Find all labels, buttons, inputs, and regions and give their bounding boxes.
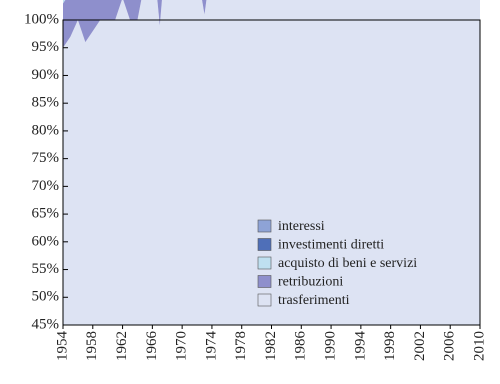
y-tick-label: 45% — [32, 316, 60, 332]
x-tick-label: 1998 — [382, 331, 398, 361]
y-tick-label: 100% — [24, 11, 59, 27]
x-tick-label: 1990 — [323, 331, 339, 361]
y-tick-label: 75% — [32, 150, 60, 166]
y-tick-label: 80% — [32, 122, 60, 138]
x-tick-label: 1982 — [263, 331, 279, 361]
x-tick-label: 1974 — [203, 331, 219, 362]
x-tick-label: 1978 — [233, 331, 249, 361]
x-tick-label: 2010 — [471, 331, 487, 361]
legend-swatch — [257, 275, 272, 288]
area — [63, 0, 66, 4]
y-tick-label: 90% — [32, 67, 60, 83]
legend-label: investimenti diretti — [278, 238, 384, 253]
legend-swatch — [257, 219, 272, 233]
x-tick-label: 1986 — [293, 331, 309, 362]
y-tick-label: 65% — [32, 206, 60, 222]
x-tick-label: 1966 — [144, 331, 160, 362]
legend-swatch — [257, 238, 272, 251]
legend-swatch — [257, 256, 272, 270]
area — [63, 0, 480, 325]
legend-label: retribuzioni — [278, 275, 343, 290]
y-tick-label: 95% — [32, 39, 60, 55]
legend-swatch — [257, 293, 272, 307]
x-tick-label: 1962 — [114, 331, 130, 361]
y-tick-label: 70% — [32, 178, 60, 194]
legend-label: acquisto di beni e servizi — [278, 256, 417, 271]
y-tick-label: 85% — [32, 95, 60, 111]
x-tick-label: 1954 — [54, 331, 70, 362]
x-tick-label: 2006 — [442, 331, 458, 362]
x-tick-label: 1970 — [174, 331, 190, 361]
y-tick-label: 55% — [32, 261, 60, 277]
legend: trasferimenti retribuzioni acquisto di ben… — [257, 219, 417, 308]
x-tick-label: 2002 — [412, 331, 428, 361]
x-tick-label: 1958 — [84, 331, 100, 361]
legend-label: trasferimenti — [278, 293, 350, 308]
area — [63, 0, 207, 48]
x-tick-label: 1994 — [352, 331, 368, 362]
y-tick-label: 60% — [32, 233, 60, 249]
legend-label: interessi — [278, 219, 325, 234]
y-tick-label: 50% — [32, 289, 60, 305]
